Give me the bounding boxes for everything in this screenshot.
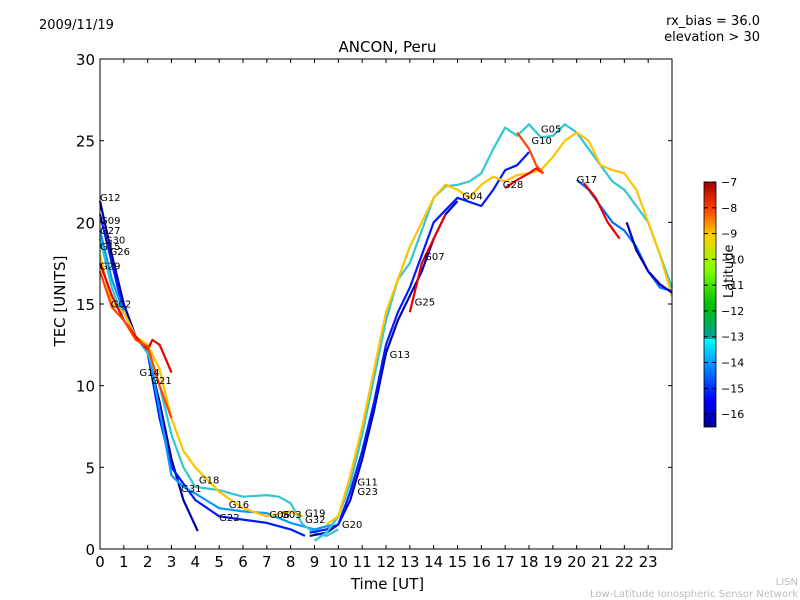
satellite-label: G05	[541, 125, 561, 136]
x-tick-label: 2	[143, 553, 153, 571]
tec-series-E9	[582, 182, 621, 240]
x-tick-label: 22	[615, 553, 634, 571]
x-tick-label: 17	[496, 553, 515, 571]
x-tick-label: 7	[262, 553, 272, 571]
tec-series-E10	[625, 221, 673, 294]
x-tick-label: 23	[639, 553, 658, 571]
satellite-label: G28	[503, 180, 523, 191]
satellite-label: G22	[219, 513, 239, 524]
colorbar-tick-label: −7	[721, 176, 737, 189]
elevation-annotation: elevation > 30	[664, 30, 760, 45]
plot-date: 2009/11/19	[39, 18, 114, 33]
satellite-label: G11	[357, 477, 377, 488]
satellite-label: G04	[462, 191, 482, 202]
x-tick-label: 6	[238, 553, 248, 571]
satellite-label: G18	[199, 476, 219, 487]
satellite-label: G20	[342, 520, 362, 531]
y-tick-label: 10	[76, 378, 95, 396]
satellite-label: G03	[281, 510, 301, 521]
x-tick-label: 12	[376, 553, 395, 571]
colorbar-tick-label: −15	[721, 382, 744, 395]
colorbar-tick-label: −11	[721, 279, 744, 292]
rx-bias-annotation: rx_bias = 36.0	[666, 14, 760, 29]
satellite-label: G06	[269, 510, 289, 521]
colorbar	[703, 181, 717, 428]
x-tick-label: 9	[310, 553, 320, 571]
x-tick-label: 5	[214, 553, 224, 571]
satellite-label: G07	[424, 252, 444, 263]
satellite-label: G02	[111, 299, 131, 310]
tec-series-S7	[98, 270, 173, 419]
satellite-label: G27	[100, 226, 120, 237]
satellite-label: G31	[181, 484, 201, 495]
colorbar-tick-label: −12	[721, 305, 744, 318]
y-tick-label: 5	[85, 459, 95, 477]
tec-series-E4	[325, 131, 674, 526]
satellite-label: G17	[577, 175, 597, 186]
credit-lisn: LISN	[775, 577, 798, 588]
x-tick-label: 0	[95, 553, 105, 571]
satellite-label: G21	[151, 376, 171, 387]
satellite-label: G32	[305, 515, 325, 526]
satellite-label: G19	[305, 508, 325, 519]
satellite-label: G14	[139, 368, 159, 379]
x-tick-label: 13	[400, 553, 419, 571]
x-tick-label: 18	[519, 553, 538, 571]
credit-network: Low-Latitude Ionospheric Sensor Network	[590, 589, 798, 600]
satellite-label: G15	[100, 242, 120, 253]
x-tick-label: 4	[191, 553, 201, 571]
y-tick-label: 0	[85, 541, 95, 559]
x-tick-label: 8	[286, 553, 296, 571]
satellite-label: G16	[229, 500, 249, 511]
x-tick-label: 21	[591, 553, 610, 571]
x-axis-label: Time [UT]	[350, 575, 425, 593]
x-tick-label: 16	[472, 553, 491, 571]
colorbar-tick-label: −10	[721, 253, 744, 266]
x-tick-label: 15	[448, 553, 467, 571]
satellite-label: G30	[105, 236, 125, 247]
colorbar-tick-label: −13	[721, 331, 744, 344]
y-tick-label: 15	[76, 296, 95, 314]
satellite-label: G10	[531, 136, 551, 147]
x-tick-label: 1	[119, 553, 129, 571]
tec-series-E7	[516, 131, 545, 175]
tec-series-E5	[408, 213, 447, 313]
x-tick-label: 11	[353, 553, 372, 571]
y-tick-label: 30	[76, 51, 95, 69]
x-tick-label: 20	[567, 553, 586, 571]
satellite-label: G09	[100, 216, 120, 227]
y-tick-label: 25	[76, 133, 95, 151]
tec-series-E2	[309, 151, 530, 534]
tec-series-E3	[313, 123, 674, 542]
tec-series-E6	[504, 167, 544, 189]
x-tick-label: 10	[329, 553, 348, 571]
y-tick-label: 20	[76, 214, 95, 232]
chart-title: ANCON, Peru	[338, 38, 437, 56]
satellite-label: G13	[390, 350, 410, 361]
x-tick-label: 14	[424, 553, 443, 571]
colorbar-tick-label: −14	[721, 357, 744, 370]
colorbar-tick-label: −9	[721, 228, 737, 241]
tec-series-S5	[98, 254, 304, 518]
satellite-label: G26	[110, 247, 130, 258]
satellite-label: G23	[357, 487, 377, 498]
plot-frame	[99, 58, 673, 550]
satellite-label: G12	[100, 193, 120, 204]
x-tick-label: 3	[167, 553, 177, 571]
x-tick-label: 19	[543, 553, 562, 571]
colorbar-tick-label: −8	[721, 202, 737, 215]
tec-series-E8	[576, 179, 673, 292]
colorbar-tick-label: −16	[721, 408, 744, 421]
satellite-label: G29	[100, 262, 120, 273]
satellite-label: G25	[415, 298, 435, 309]
